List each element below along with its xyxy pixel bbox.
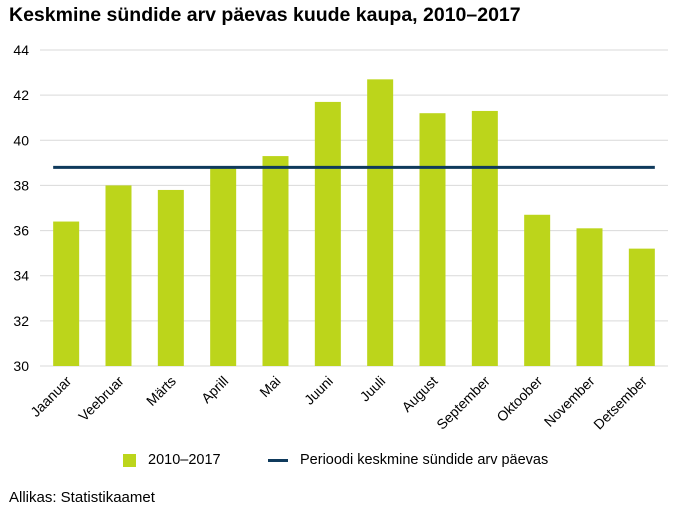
bar-jaanuar xyxy=(53,221,80,366)
y-axis-tick-labels: 30 32 34 36 38 40 42 44 xyxy=(13,42,29,374)
x-tick-label-märts: Märts xyxy=(143,373,179,409)
y-tick-label-30: 30 xyxy=(13,358,29,374)
y-tick-label-38: 38 xyxy=(13,177,29,193)
source-note: Allikas: Statistikaamet xyxy=(9,489,155,506)
x-tick-label-august: August xyxy=(398,373,440,415)
legend-label-average: Perioodi keskmine sündide arv päevas xyxy=(300,452,549,468)
y-tick-label-42: 42 xyxy=(13,87,29,103)
bar-august xyxy=(419,113,446,366)
bar-oktoober xyxy=(524,214,551,366)
x-tick-label-september: September xyxy=(433,373,493,433)
bar-juuni xyxy=(314,101,341,367)
x-tick-label-mai: Mai xyxy=(256,373,283,400)
x-tick-label-jaanuar: Jaanuar xyxy=(27,373,74,420)
bar-juuli xyxy=(367,79,394,366)
legend-swatch-line xyxy=(268,458,288,462)
y-tick-label-36: 36 xyxy=(13,223,29,239)
x-tick-label-juuli: Juuli xyxy=(357,373,389,405)
y-tick-label-32: 32 xyxy=(13,313,29,329)
bar-veebruar xyxy=(105,185,132,366)
legend-swatch-bar xyxy=(123,453,136,467)
y-tick-label-40: 40 xyxy=(13,132,29,148)
legend-label-series: 2010–2017 xyxy=(148,452,221,468)
x-tick-label-juuni: Juuni xyxy=(301,373,336,408)
bar-series xyxy=(53,79,655,367)
x-tick-label-aprill: Aprill xyxy=(198,373,231,406)
legend: 2010–2017 Perioodi keskmine sündide arv … xyxy=(0,452,685,476)
bar-mai xyxy=(262,156,289,366)
y-tick-label-44: 44 xyxy=(13,42,29,58)
x-tick-label-veebruar: Veebruar xyxy=(75,373,127,425)
x-tick-label-oktoober: Oktoober xyxy=(493,373,545,425)
legend-item-average: Perioodi keskmine sündide arv päevas xyxy=(268,452,548,468)
x-tick-label-detsember: Detsember xyxy=(590,373,650,433)
x-axis-tick-labels: Jaanuar Veebruar Märts Aprill Mai Juuni Juuli A… xyxy=(27,373,650,433)
bar-detsember xyxy=(628,248,655,366)
chart-title: Keskmine sündide arv päevas kuude kaupa,… xyxy=(9,4,521,26)
bar-november xyxy=(576,228,603,366)
gridlines xyxy=(40,49,668,367)
bar-märts xyxy=(157,189,184,366)
legend-item-series: 2010–2017 xyxy=(123,452,221,468)
bar-aprill xyxy=(210,167,237,366)
bar-september xyxy=(471,110,498,366)
y-tick-label-34: 34 xyxy=(13,268,29,284)
